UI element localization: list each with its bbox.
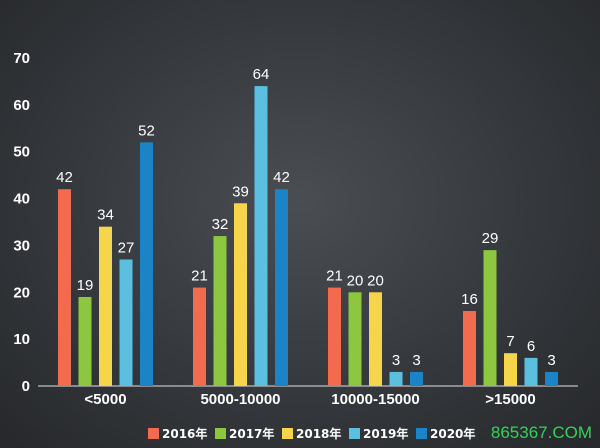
- y-tick-label: 10: [13, 331, 30, 348]
- bar: [213, 236, 227, 386]
- data-label: 19: [77, 277, 94, 294]
- data-label: 20: [367, 272, 384, 289]
- data-label: 21: [191, 268, 208, 285]
- bar: [254, 86, 268, 386]
- data-label: 7: [506, 333, 514, 350]
- y-tick-label: 40: [13, 191, 30, 208]
- x-category-label: >15000: [485, 391, 535, 408]
- bar: [234, 203, 247, 386]
- bar: [524, 357, 538, 386]
- data-label: 3: [412, 352, 420, 369]
- bar: [463, 311, 476, 386]
- y-tick-label: 20: [13, 284, 30, 301]
- bar: [483, 250, 497, 386]
- legend-swatch: [349, 428, 360, 439]
- legend-label: 2019年: [363, 426, 408, 441]
- y-tick-label: 60: [13, 97, 30, 114]
- bar: [545, 371, 558, 386]
- bar: [369, 292, 382, 386]
- x-category-label: 10000-15000: [331, 391, 419, 408]
- legend-swatch: [148, 428, 159, 439]
- legend-swatch: [416, 428, 427, 439]
- legend-swatch: [282, 428, 293, 439]
- data-label: 3: [547, 352, 555, 369]
- data-label: 42: [56, 169, 73, 186]
- data-label: 39: [232, 183, 249, 200]
- data-label: 32: [212, 216, 229, 233]
- data-label: 42: [273, 169, 290, 186]
- bar: [58, 189, 71, 386]
- watermark-text: 865367.COM: [491, 423, 592, 442]
- bar: [410, 371, 423, 386]
- legend-label: 2017年: [229, 426, 274, 441]
- data-label: 16: [461, 291, 478, 308]
- legend-swatch: [215, 428, 226, 439]
- legend-label: 2020年: [430, 426, 475, 441]
- data-label: 27: [118, 239, 135, 256]
- y-tick-label: 70: [13, 50, 30, 67]
- data-label: 21: [326, 268, 343, 285]
- y-tick-label: 50: [13, 144, 30, 161]
- bar: [348, 292, 362, 386]
- y-axis: 0 10 20 30 40 50 60 70: [13, 50, 30, 395]
- bar: [78, 296, 92, 386]
- data-label: 29: [482, 230, 499, 247]
- y-tick-label: 30: [13, 237, 30, 254]
- bar: [275, 189, 288, 386]
- bar: [328, 287, 341, 386]
- y-tick-label: 0: [22, 378, 30, 395]
- data-label: 52: [138, 122, 155, 139]
- bar: [119, 259, 133, 386]
- data-label: 20: [347, 272, 364, 289]
- x-category-label: 5000-10000: [200, 391, 280, 408]
- bar: [389, 371, 403, 386]
- data-label: 64: [253, 66, 270, 83]
- x-category-label: <5000: [84, 391, 126, 408]
- data-label: 34: [97, 207, 114, 224]
- bar: [140, 142, 153, 386]
- legend-label: 2018年: [296, 426, 341, 441]
- legend: 2016年 2017年 2018年 2019年 2020年: [148, 426, 475, 441]
- x-axis: <5000 5000-10000 10000-15000 >15000: [84, 391, 535, 408]
- bar: [193, 287, 206, 386]
- bar: [504, 353, 517, 386]
- bar: [99, 226, 112, 386]
- legend-label: 2016年: [162, 426, 207, 441]
- data-label: 3: [392, 352, 400, 369]
- data-label: 6: [527, 338, 535, 355]
